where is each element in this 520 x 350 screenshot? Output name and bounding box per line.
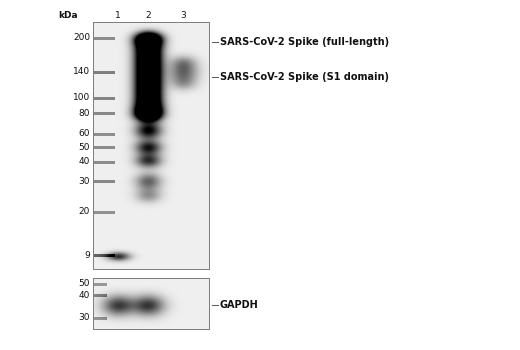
Text: kDa: kDa: [58, 10, 78, 20]
Text: 80: 80: [79, 108, 90, 118]
Text: 30: 30: [79, 176, 90, 186]
Text: 30: 30: [79, 314, 90, 322]
Text: 9: 9: [84, 251, 90, 259]
Text: 200: 200: [73, 34, 90, 42]
Text: 140: 140: [73, 68, 90, 77]
Text: 20: 20: [79, 208, 90, 217]
Text: 3: 3: [180, 10, 186, 20]
Text: 60: 60: [79, 130, 90, 139]
Text: 40: 40: [79, 158, 90, 167]
Text: 50: 50: [79, 280, 90, 288]
Text: 50: 50: [79, 142, 90, 152]
Text: GAPDH: GAPDH: [220, 300, 259, 310]
Text: 1: 1: [115, 10, 121, 20]
Text: 40: 40: [79, 290, 90, 300]
Text: SARS-CoV-2 Spike (full-length): SARS-CoV-2 Spike (full-length): [220, 37, 389, 47]
Text: 2: 2: [145, 10, 151, 20]
Text: SARS-CoV-2 Spike (S1 domain): SARS-CoV-2 Spike (S1 domain): [220, 72, 389, 82]
Text: 100: 100: [73, 93, 90, 103]
